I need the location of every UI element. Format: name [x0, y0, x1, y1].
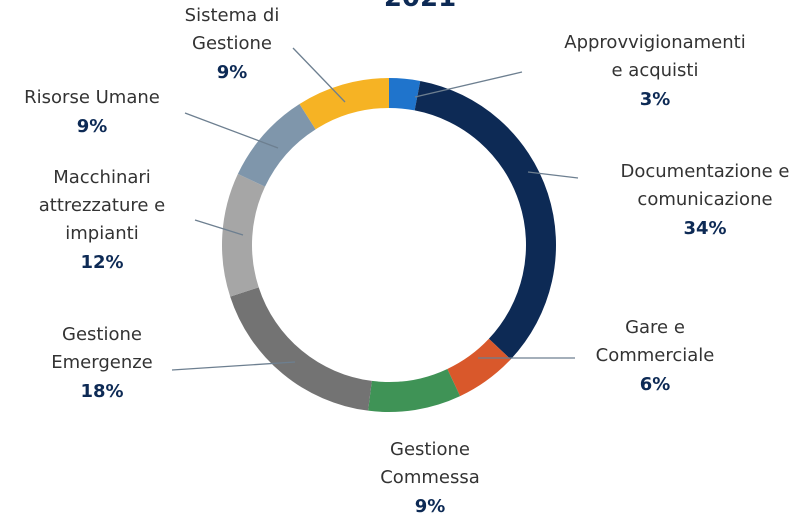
leader-line	[171, 361, 296, 371]
label-line: Emergenze	[51, 352, 153, 373]
category-label: Risorse Umane	[24, 87, 160, 108]
label-line: Gestione	[192, 33, 272, 54]
label-line: attrezzature e	[39, 195, 166, 216]
leader-line	[292, 47, 346, 103]
value-label: 6%	[640, 374, 671, 395]
label-line: Commessa	[380, 467, 480, 488]
donut-segment	[447, 338, 511, 397]
category-label: Documentazione e comunicazione	[620, 161, 789, 210]
category-label: Gestione Commessa	[380, 439, 480, 488]
leader-line	[414, 71, 523, 98]
donut-segment	[237, 103, 316, 187]
category-label: Sistema di Gestione	[185, 5, 280, 54]
label-line: Documentazione e	[620, 161, 789, 182]
label-line: comunicazione	[637, 189, 772, 210]
label-line: Sistema di	[185, 5, 280, 26]
label-line: e acquisti	[612, 60, 699, 81]
category-label: Gare e Commerciale	[596, 317, 715, 366]
label-line: Gare e	[625, 317, 685, 338]
value-label: 9%	[217, 62, 248, 83]
label-line: impianti	[65, 223, 138, 244]
value-label: 3%	[640, 89, 671, 110]
leader-line	[527, 171, 579, 179]
value-label: 12%	[80, 252, 123, 273]
category-label: Gestione Emergenze	[51, 324, 153, 373]
leader-line	[184, 112, 279, 149]
value-label: 9%	[415, 496, 446, 517]
category-label: Macchinari attrezzature e impianti	[39, 167, 166, 244]
value-label: 9%	[77, 116, 108, 137]
label-line: Gestione	[390, 439, 470, 460]
label-line: Gestione	[62, 324, 142, 345]
label-line: Commerciale	[596, 345, 715, 366]
value-label: 34%	[683, 218, 726, 239]
label-line: Approvvigionamenti	[564, 32, 745, 53]
donut-segment	[389, 78, 421, 111]
value-label: 18%	[80, 381, 123, 402]
label-line: Risorse Umane	[24, 87, 160, 108]
leader-line	[194, 219, 244, 236]
donut-segment	[414, 80, 557, 360]
donut-segment	[368, 368, 461, 413]
donut-segment	[222, 173, 266, 297]
chart-title: 2021	[384, 0, 456, 13]
donut-segment	[299, 78, 389, 130]
category-label: Approvvigionamenti e acquisti	[564, 32, 745, 81]
donut-segment	[230, 287, 372, 411]
label-line: Macchinari	[53, 167, 151, 188]
